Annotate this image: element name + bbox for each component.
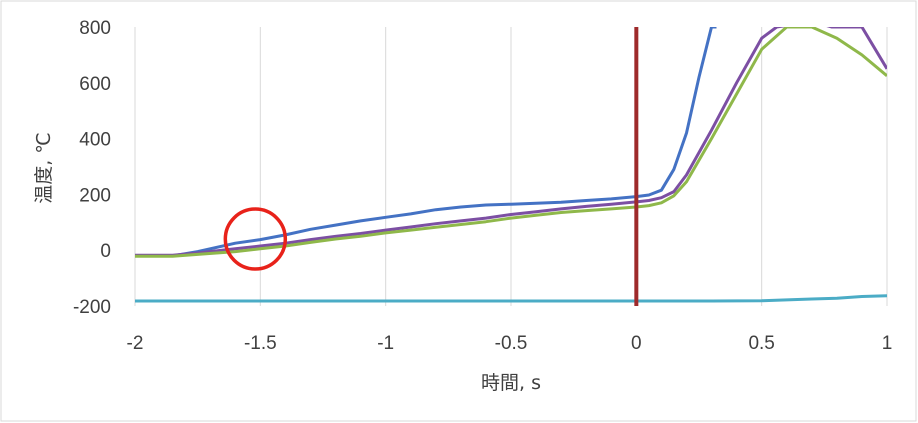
series-line-3 [135,27,887,258]
y-tick-label: 400 [79,130,111,151]
y-tick-label: 200 [79,185,111,206]
x-tick-label: -1 [377,333,394,354]
annotations [223,207,288,271]
x-axis-title: 時間, s [481,372,541,394]
series-line-2 [135,27,887,257]
x-tick-label: -1.5 [244,333,277,354]
y-tick-labels: -200 0 200 400 600 800 [73,18,111,318]
series-lines [135,27,887,306]
series-line-1 [135,27,717,258]
highlight-circle [223,207,288,271]
y-tick-label: -200 [73,297,111,318]
x-tick-label: 0 [631,333,642,354]
x-tick-label: -2 [127,333,144,354]
series-line-4 [135,294,887,303]
x-tick-label: 0.5 [748,333,774,354]
x-tick-label: -0.5 [495,333,528,354]
y-axis-title: 温度, ℃ [33,132,55,203]
y-tick-label: 0 [100,241,111,262]
x-tick-label: 1 [882,333,893,354]
x-tick-labels: -2 -1.5 -1 -0.5 0 0.5 1 [127,333,893,354]
y-tick-label: 800 [79,18,111,39]
y-tick-label: 600 [79,74,111,95]
